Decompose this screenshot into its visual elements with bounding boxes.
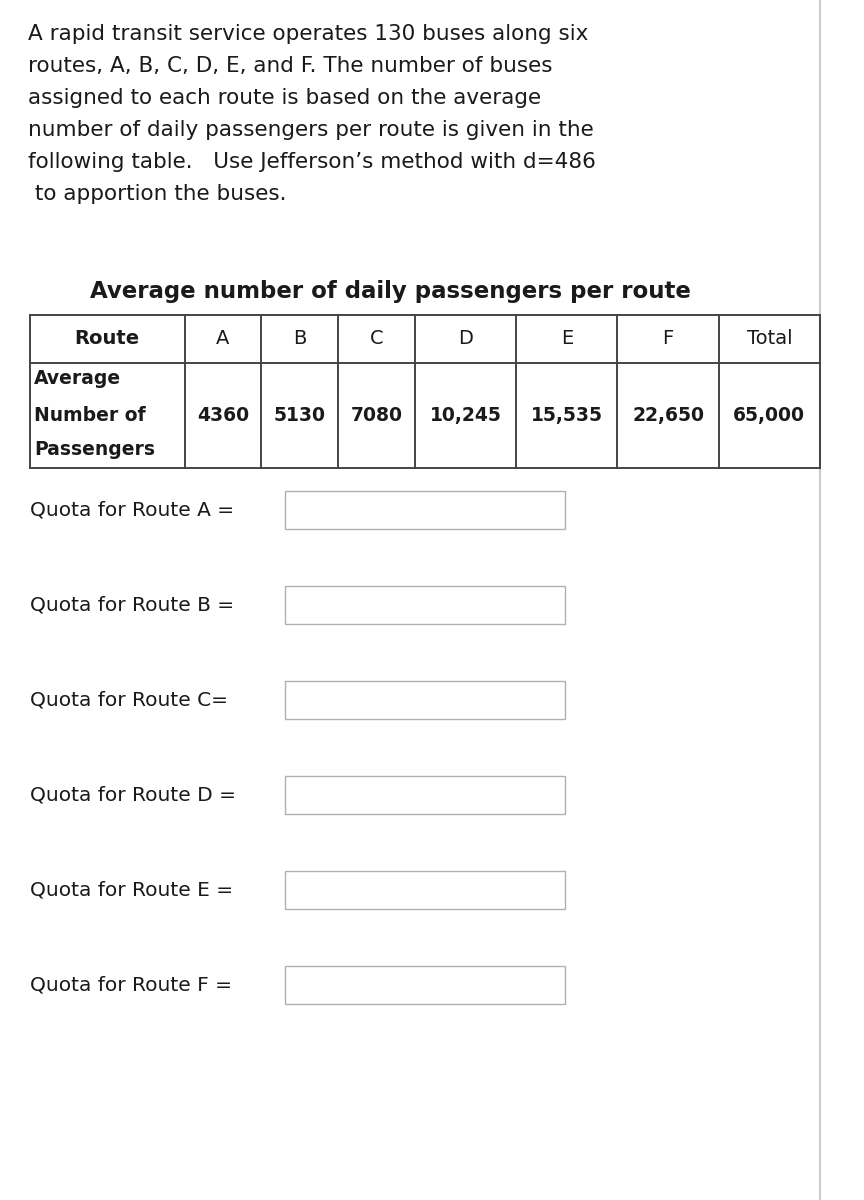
Text: 65,000: 65,000 [734, 406, 805, 425]
Text: 22,650: 22,650 [632, 406, 704, 425]
Text: 5130: 5130 [274, 406, 326, 425]
Text: Quota for Route F =: Quota for Route F = [30, 976, 232, 995]
Text: C: C [370, 330, 384, 348]
Text: Passengers: Passengers [34, 439, 155, 458]
FancyBboxPatch shape [285, 871, 565, 910]
Text: Number of: Number of [34, 406, 146, 425]
Text: B: B [293, 330, 307, 348]
Text: Route: Route [74, 330, 140, 348]
FancyBboxPatch shape [285, 680, 565, 719]
Text: following table.   Use Jefferson’s method with d=486: following table. Use Jefferson’s method … [28, 152, 596, 172]
Text: E: E [561, 330, 573, 348]
Text: Quota for Route D =: Quota for Route D = [30, 786, 236, 804]
Text: Quota for Route C=: Quota for Route C= [30, 690, 228, 709]
FancyBboxPatch shape [285, 776, 565, 814]
Text: Average number of daily passengers per route: Average number of daily passengers per r… [90, 280, 691, 302]
Text: Total: Total [746, 330, 792, 348]
Text: assigned to each route is based on the average: assigned to each route is based on the a… [28, 88, 541, 108]
Text: Quota for Route E =: Quota for Route E = [30, 881, 233, 900]
Text: Average: Average [34, 370, 121, 389]
Text: to apportion the buses.: to apportion the buses. [28, 184, 287, 204]
Text: 4360: 4360 [197, 406, 249, 425]
Text: routes, A, B, C, D, E, and F. The number of buses: routes, A, B, C, D, E, and F. The number… [28, 56, 552, 76]
Text: F: F [663, 330, 674, 348]
Text: Quota for Route B =: Quota for Route B = [30, 595, 234, 614]
Text: A: A [216, 330, 230, 348]
Text: D: D [458, 330, 473, 348]
Text: 15,535: 15,535 [530, 406, 603, 425]
FancyBboxPatch shape [285, 966, 565, 1004]
FancyBboxPatch shape [285, 491, 565, 529]
Text: 10,245: 10,245 [429, 406, 501, 425]
Text: number of daily passengers per route is given in the: number of daily passengers per route is … [28, 120, 594, 140]
Text: A rapid transit service operates 130 buses along six: A rapid transit service operates 130 bus… [28, 24, 588, 44]
Text: 7080: 7080 [351, 406, 403, 425]
FancyBboxPatch shape [285, 586, 565, 624]
Text: Quota for Route A =: Quota for Route A = [30, 500, 234, 520]
